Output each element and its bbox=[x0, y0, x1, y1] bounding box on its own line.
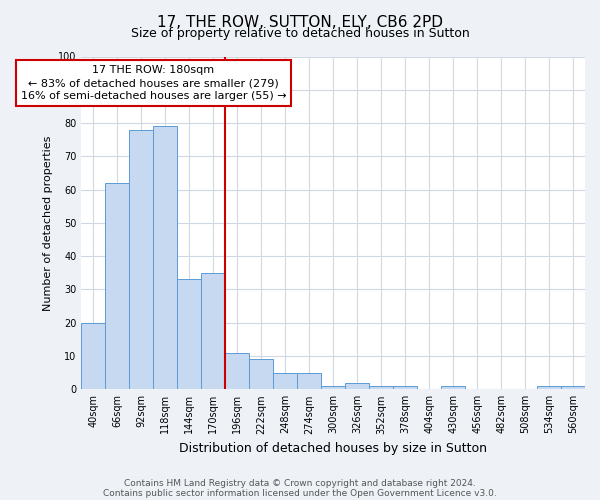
Bar bbox=[369, 386, 393, 390]
Bar bbox=[345, 382, 369, 390]
Bar bbox=[441, 386, 465, 390]
Bar bbox=[154, 126, 178, 390]
Bar bbox=[225, 352, 249, 390]
Text: 17 THE ROW: 180sqm
← 83% of detached houses are smaller (279)
16% of semi-detach: 17 THE ROW: 180sqm ← 83% of detached hou… bbox=[20, 65, 286, 101]
Bar bbox=[249, 360, 273, 390]
Text: Contains HM Land Registry data © Crown copyright and database right 2024.: Contains HM Land Registry data © Crown c… bbox=[124, 478, 476, 488]
Bar bbox=[178, 280, 201, 390]
X-axis label: Distribution of detached houses by size in Sutton: Distribution of detached houses by size … bbox=[179, 442, 487, 455]
Bar bbox=[321, 386, 345, 390]
Text: 17, THE ROW, SUTTON, ELY, CB6 2PD: 17, THE ROW, SUTTON, ELY, CB6 2PD bbox=[157, 15, 443, 30]
Bar bbox=[393, 386, 417, 390]
Bar bbox=[82, 322, 106, 390]
Bar bbox=[273, 372, 297, 390]
Bar bbox=[106, 183, 130, 390]
Bar bbox=[130, 130, 154, 390]
Bar bbox=[297, 372, 321, 390]
Y-axis label: Number of detached properties: Number of detached properties bbox=[43, 135, 53, 310]
Text: Contains public sector information licensed under the Open Government Licence v3: Contains public sector information licen… bbox=[103, 488, 497, 498]
Bar bbox=[537, 386, 561, 390]
Bar bbox=[201, 273, 225, 390]
Text: Size of property relative to detached houses in Sutton: Size of property relative to detached ho… bbox=[131, 28, 469, 40]
Bar bbox=[561, 386, 585, 390]
